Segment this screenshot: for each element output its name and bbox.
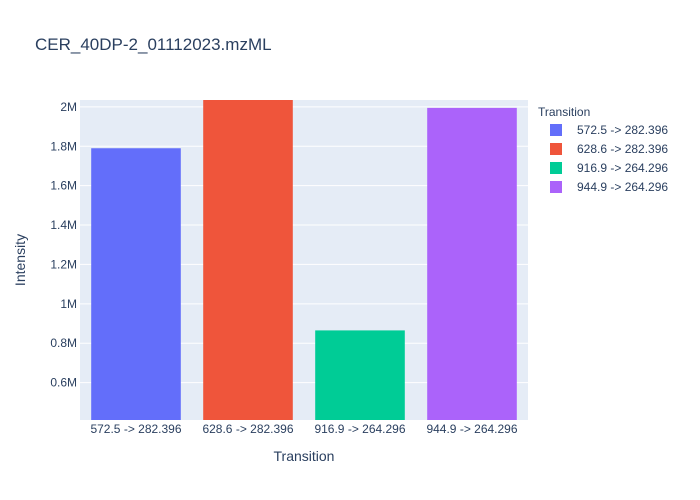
bar[interactable] — [427, 107, 517, 420]
x-axis-ticks: 572.5 -> 282.396 628.6 -> 282.396 916.9 ->… — [90, 422, 517, 436]
y-tick-label: 1M — [60, 297, 77, 311]
x-tick-label: 916.9 -> 264.296 — [314, 422, 405, 436]
legend-title: Transition — [538, 105, 590, 119]
y-tick-label: 1.4M — [50, 218, 77, 232]
bar[interactable] — [315, 330, 405, 420]
bars — [91, 100, 517, 420]
bar[interactable] — [203, 100, 293, 420]
legend-swatch[interactable] — [550, 124, 562, 136]
y-axis-title: Intensity — [12, 234, 28, 286]
y-tick-label: 0.6M — [50, 376, 77, 390]
legend-entry[interactable]: 944.9 -> 264.296 — [577, 180, 668, 194]
y-axis-ticks: 0.6M 0.8M 1M 1.2M 1.4M 1.6M 1.8M 2M — [50, 100, 77, 390]
legend-entry[interactable]: 916.9 -> 264.296 — [577, 161, 668, 175]
chart-title: CER_40DP-2_01112023.mzML — [35, 35, 272, 54]
legend-entry[interactable]: 628.6 -> 282.396 — [577, 142, 668, 156]
legend-swatch[interactable] — [550, 162, 562, 174]
y-tick-label: 2M — [60, 100, 77, 114]
legend: Transition 572.5 -> 282.396 628.6 -> 282.… — [538, 105, 668, 194]
legend-swatch[interactable] — [550, 181, 562, 193]
x-tick-label: 628.6 -> 282.396 — [202, 422, 293, 436]
bar[interactable] — [91, 148, 181, 420]
legend-swatch[interactable] — [550, 143, 562, 155]
y-tick-label: 1.6M — [50, 179, 77, 193]
x-axis-title: Transition — [274, 448, 335, 464]
y-tick-label: 0.8M — [50, 336, 77, 350]
x-tick-label: 572.5 -> 282.396 — [90, 422, 181, 436]
x-tick-label: 944.9 -> 264.296 — [426, 422, 517, 436]
legend-entry[interactable]: 572.5 -> 282.396 — [577, 123, 668, 137]
y-tick-label: 1.8M — [50, 139, 77, 153]
y-tick-label: 1.2M — [50, 257, 77, 271]
